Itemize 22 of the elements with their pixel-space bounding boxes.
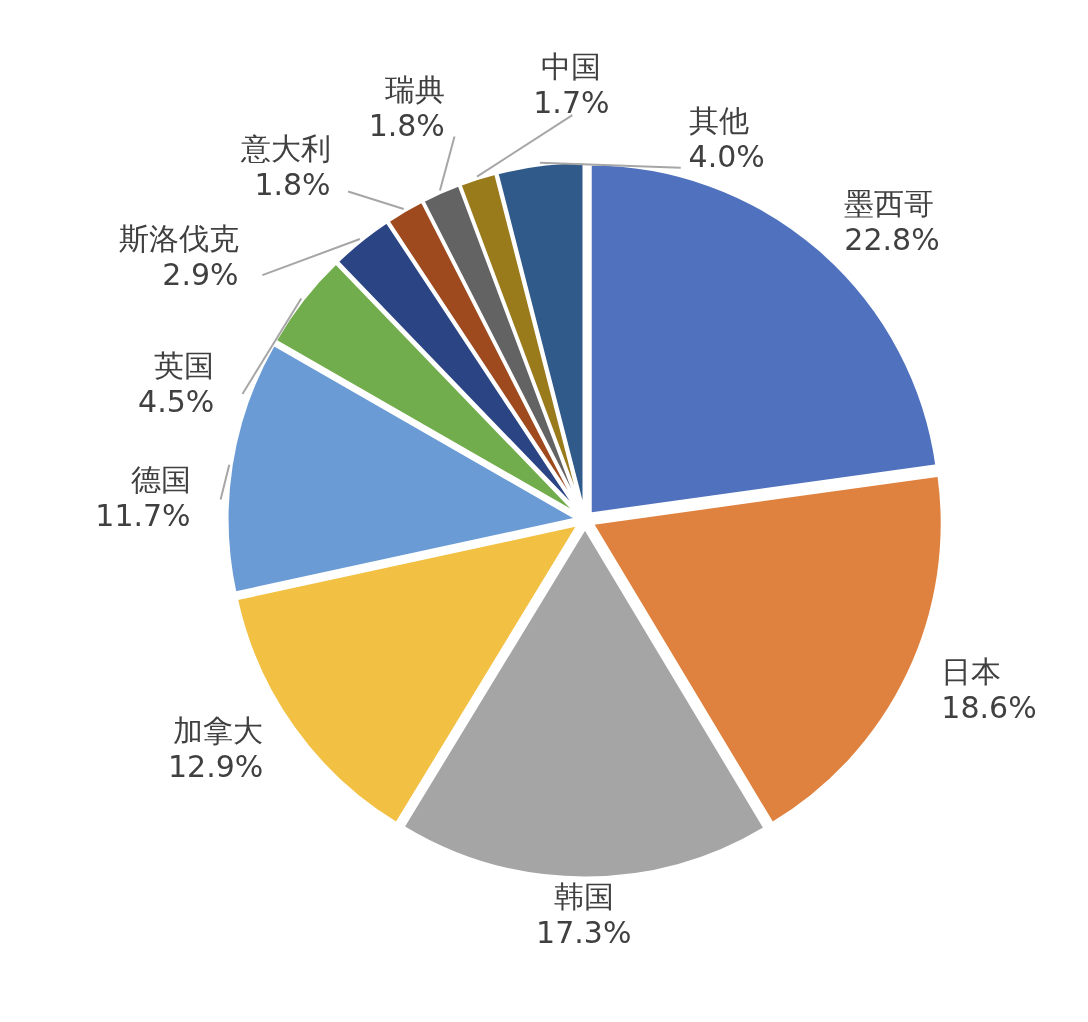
slice-label: 日本 bbox=[941, 654, 1002, 690]
data-label: 4.0% bbox=[688, 138, 765, 174]
data-label: 17.3% bbox=[536, 915, 632, 950]
slice-label: 中国 bbox=[541, 49, 602, 85]
slice-label: 德国 bbox=[130, 461, 191, 497]
slice-label: 意大利 bbox=[239, 131, 331, 167]
slice-label: 瑞典 bbox=[384, 72, 445, 108]
data-label: 2.9% bbox=[162, 256, 239, 292]
slice-label: 英国 bbox=[154, 347, 215, 383]
data-label: 1.8% bbox=[368, 108, 445, 144]
slice-label: 墨西哥 bbox=[844, 186, 935, 222]
slice-label: 其他 bbox=[688, 102, 749, 138]
slice-label: 韩国 bbox=[553, 879, 614, 914]
slice-label: 加拿大 bbox=[173, 713, 264, 749]
data-label: 1.7% bbox=[533, 85, 610, 121]
data-label: 11.7% bbox=[95, 497, 191, 533]
data-label: 18.6% bbox=[941, 690, 1037, 726]
slice-label: 斯洛伐克 bbox=[118, 220, 239, 256]
data-label: 12.9% bbox=[167, 749, 264, 785]
data-label: 22.8% bbox=[844, 222, 940, 258]
data-label: 1.8% bbox=[254, 167, 331, 203]
data-label: 4.5% bbox=[138, 383, 215, 419]
